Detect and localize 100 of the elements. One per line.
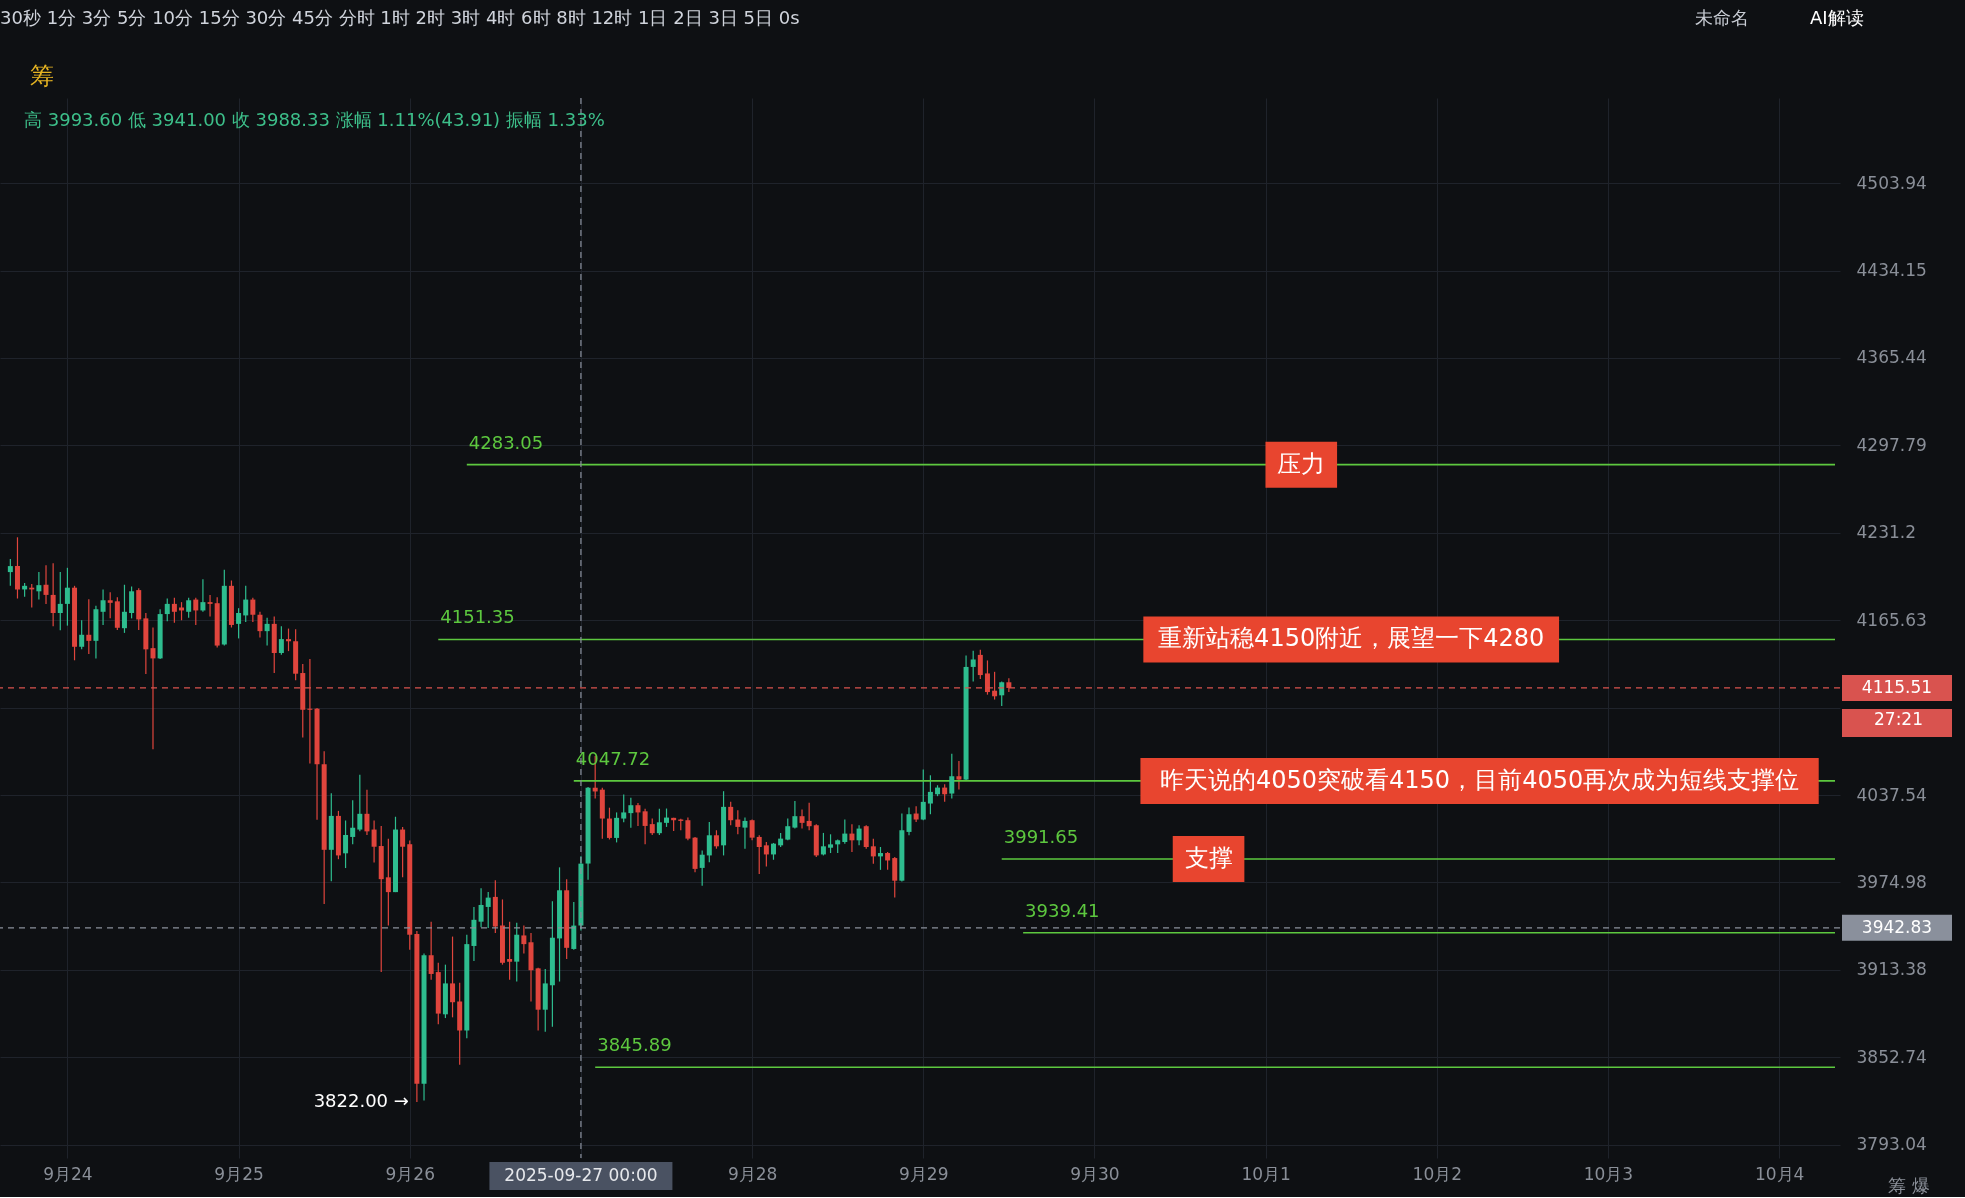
x-tick-label: 9月30: [1070, 1163, 1120, 1184]
x-tick-label: 9月28: [727, 1163, 778, 1184]
text: 筹: [30, 62, 54, 90]
candlestick: [642, 808, 648, 845]
y-tick-label: 4365.44: [1856, 347, 1927, 368]
series-label: 4151.35: [440, 606, 515, 628]
candlestick: [763, 841, 769, 868]
y-tick-label: 3793.04: [1856, 1134, 1927, 1155]
candlestick: [129, 585, 135, 619]
candlestick: [43, 564, 49, 605]
annotation: 3822.00 →: [313, 1090, 409, 1112]
candlestick: [621, 793, 627, 823]
candlestick: [756, 834, 762, 875]
candlestick: [863, 824, 869, 850]
candlestick: [792, 800, 798, 830]
candlestick: [970, 650, 976, 683]
candlestick: [728, 801, 734, 826]
annotation: 昨天说的4050突破看4150，目前4050再次成为短线支撑位: [1159, 765, 1800, 794]
candlestick: [343, 819, 349, 869]
candlestick: [428, 921, 434, 981]
series-label: 3845.89: [597, 1034, 672, 1056]
candlestick: [906, 806, 912, 836]
candlestick: [186, 597, 192, 619]
candlestick: [57, 571, 63, 631]
candlestick: [913, 805, 919, 823]
candlestick: [121, 584, 127, 634]
candlestick: [685, 816, 691, 841]
candlestick: [86, 598, 92, 655]
text: 筹 爆: [1888, 1175, 1930, 1196]
y-tick-label: 4037.54: [1856, 784, 1927, 805]
candlestick: [892, 856, 898, 899]
candlestick: [286, 627, 291, 652]
ref-line-label: 4115.51: [1861, 676, 1933, 697]
candlestick: [742, 816, 748, 850]
y-tick-label: 4231.2: [1856, 522, 1916, 543]
candlestick: [806, 802, 812, 831]
series-label: 4283.05: [468, 431, 544, 453]
candlestick: [949, 753, 955, 800]
candlestick: [307, 658, 313, 765]
y-tick-label: 4297.79: [1856, 434, 1927, 455]
x-tick-label: 10月1: [1241, 1163, 1291, 1184]
y-tick-label: 4434.15: [1856, 260, 1927, 281]
candlestick: [107, 591, 113, 619]
annotation: 高 3993.60 低 3941.00 收 3988.33 涨幅 1.11%(43.91) 振幅 1.33%: [24, 109, 605, 130]
candlestick: [656, 808, 662, 836]
annotation: 支撑: [1184, 843, 1233, 872]
candlestick: [14, 536, 20, 600]
candlestick: [264, 617, 270, 647]
series-label: 3991.65: [1003, 825, 1079, 847]
x-tick-label: 9月29: [899, 1163, 949, 1184]
candlestick: [193, 597, 199, 626]
candlestick: [278, 625, 284, 656]
candlestick: [171, 597, 177, 624]
candlestick: [635, 802, 641, 827]
candlestick: [927, 774, 933, 815]
annotation: 重新站稳4150附近，展望一下4280: [1158, 624, 1545, 653]
candlestick: [735, 809, 741, 835]
y-tick-label: 4165.63: [1856, 609, 1927, 630]
text: AI解读: [1810, 7, 1864, 28]
candlestick: [364, 789, 370, 836]
x-tick-label: 10月4: [1754, 1163, 1805, 1184]
candlestick: [250, 597, 256, 623]
y-tick-label: 3913.38: [1856, 959, 1927, 980]
candlestick: [150, 626, 156, 750]
candlestick: [357, 774, 363, 832]
candlestick: [706, 821, 712, 863]
candlestick: [699, 849, 705, 887]
candlestick: [870, 838, 876, 865]
series-label: 4047.72: [575, 747, 651, 769]
annotation: 压力: [1277, 449, 1326, 478]
candlestick: [207, 594, 213, 618]
y-tick-label: 4503.94: [1856, 172, 1927, 193]
candlestick: [485, 891, 491, 929]
candlestick: [842, 818, 848, 845]
candlestick: [179, 601, 185, 621]
candlestick: [521, 924, 527, 954]
candlestick: [50, 562, 56, 627]
candlestick: [713, 829, 719, 850]
candlestick: [571, 901, 577, 951]
candlestick: [200, 578, 206, 613]
candlestick: [614, 811, 620, 843]
candlestick: [856, 824, 862, 846]
candlestick: [664, 807, 670, 828]
candlestick: [400, 826, 406, 878]
ref-line-label: 3942.83: [1861, 916, 1933, 937]
y-tick-label: 3974.98: [1856, 871, 1927, 892]
candlestick: [350, 799, 356, 845]
y-tick-label: 3852.74: [1856, 1046, 1927, 1067]
candlestick: [79, 619, 85, 650]
candlestick: [7, 558, 13, 587]
candlestick: [984, 659, 990, 696]
candlestick: [371, 819, 377, 864]
candlestick: [977, 649, 983, 680]
candlestick: [450, 935, 456, 1018]
x-tick-label: 10月2: [1412, 1163, 1463, 1184]
candlestick: [799, 808, 805, 830]
candlestick: [100, 588, 106, 626]
candlestick: [478, 887, 484, 928]
candlestick: [64, 567, 70, 627]
x-tick-label: 9月26: [385, 1163, 435, 1184]
